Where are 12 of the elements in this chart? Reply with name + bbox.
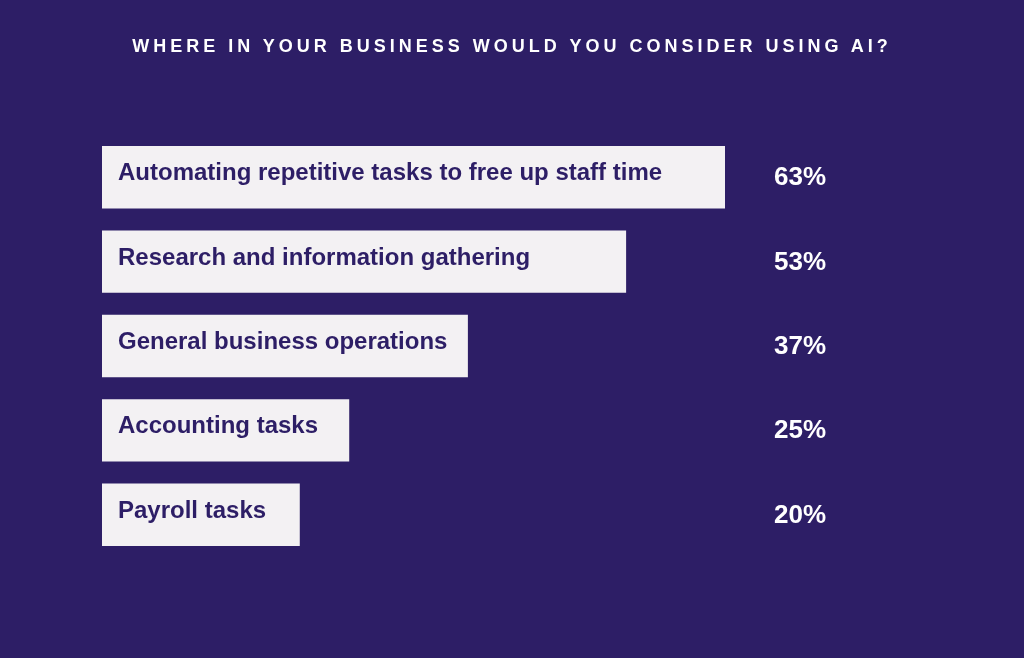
- data-label: 37%: [773, 330, 827, 360]
- data-label: 53%: [773, 245, 827, 276]
- data-label: 20%: [773, 498, 827, 529]
- y-tick-label: Research and information gathering: [118, 242, 531, 270]
- data-label: 63%: [773, 161, 827, 192]
- y-tick-label: Automating repetitive tasks to free up staff time: [118, 158, 663, 186]
- data-label: 25%: [773, 414, 827, 445]
- y-tick-label: Accounting tasks: [118, 411, 319, 439]
- bar: [102, 230, 627, 293]
- chart-title: WHERE IN YOUR BUSINESS WOULD YOU CONSIDER USING AI?: [131, 35, 893, 58]
- y-tick-label: General business operations: [118, 327, 448, 354]
- y-tick-label: Payroll tasks: [118, 495, 267, 523]
